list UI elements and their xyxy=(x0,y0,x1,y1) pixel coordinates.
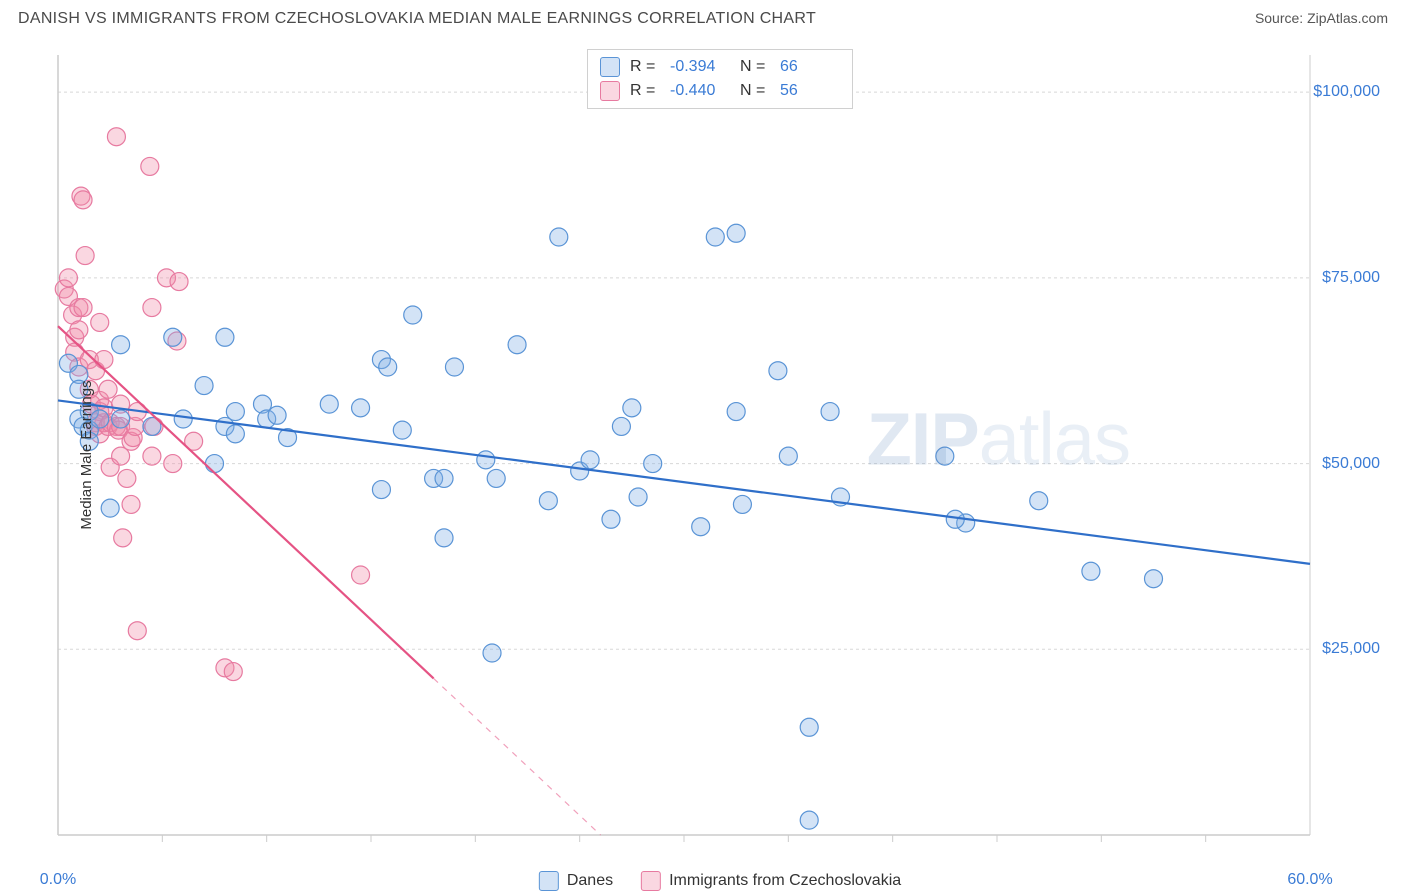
r-label: R = xyxy=(630,55,660,79)
chart-container: Median Male Earnings ZIPatlas R = -0.394… xyxy=(50,45,1390,865)
source-prefix: Source: xyxy=(1255,10,1307,26)
n-value-danes: 66 xyxy=(780,55,840,79)
n-value-czech: 56 xyxy=(780,79,840,103)
swatch-czech-bottom xyxy=(641,871,661,891)
chart-title: DANISH VS IMMIGRANTS FROM CZECHOSLOVAKIA… xyxy=(18,10,816,28)
swatch-czech xyxy=(600,81,620,101)
y-tick-label: $50,000 xyxy=(1322,455,1380,473)
y-tick-label: $75,000 xyxy=(1322,269,1380,287)
y-tick-label: $25,000 xyxy=(1322,640,1380,658)
n-label: N = xyxy=(740,79,770,103)
correlation-legend: R = -0.394 N = 66 R = -0.440 N = 56 xyxy=(587,49,853,109)
x-tick-label: 60.0% xyxy=(1287,871,1332,889)
scatter-plot xyxy=(50,45,1390,865)
legend-row-danes: R = -0.394 N = 66 xyxy=(600,55,840,79)
r-value-czech: -0.440 xyxy=(670,79,730,103)
series-label-czech: Immigrants from Czechoslovakia xyxy=(669,872,901,890)
legend-row-czech: R = -0.440 N = 56 xyxy=(600,79,840,103)
y-tick-label: $100,000 xyxy=(1313,83,1380,101)
n-label: N = xyxy=(740,55,770,79)
source-attribution: Source: ZipAtlas.com xyxy=(1255,10,1388,26)
r-label: R = xyxy=(630,79,660,103)
x-tick-label: 0.0% xyxy=(40,871,76,889)
y-axis-label: Median Male Earnings xyxy=(78,380,95,529)
r-value-danes: -0.394 xyxy=(670,55,730,79)
source-name: ZipAtlas.com xyxy=(1307,10,1388,26)
swatch-danes-bottom xyxy=(539,871,559,891)
series-legend: Danes Immigrants from Czechoslovakia xyxy=(539,871,901,891)
series-label-danes: Danes xyxy=(567,872,613,890)
swatch-danes xyxy=(600,57,620,77)
